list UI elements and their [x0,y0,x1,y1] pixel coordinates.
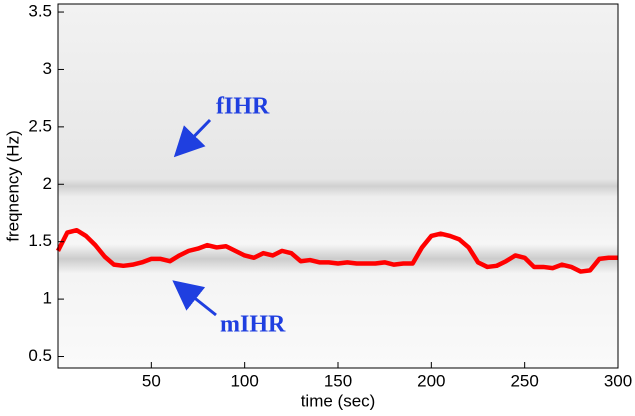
y-tick-label: 1.5 [28,231,52,250]
x-tick-label: 250 [510,371,538,390]
x-tick-label: 100 [230,371,258,390]
y-tick-label: 0.5 [28,346,52,365]
y-tick-label: 3.5 [28,2,52,21]
x-tick-label: 300 [604,371,632,390]
x-tick-label: 150 [324,371,352,390]
annotation: fIHR [216,94,270,120]
x-tick-label: 50 [142,371,161,390]
y-tick-label: 2.5 [28,116,52,135]
y-tick-label: 2 [43,174,52,193]
arrow [173,118,212,158]
y-axis-label: freqnency (Hz) [3,130,22,241]
annotation: mIHR [220,312,286,338]
plot [55,227,618,274]
line [55,227,618,274]
arrow [172,280,217,317]
spectrogram [58,4,618,368]
x-axis-label: time (sec) [301,391,376,410]
y-tick-label: 1 [43,289,52,308]
y-tick-label: 3 [43,59,52,78]
x-tick-label: 200 [417,371,445,390]
